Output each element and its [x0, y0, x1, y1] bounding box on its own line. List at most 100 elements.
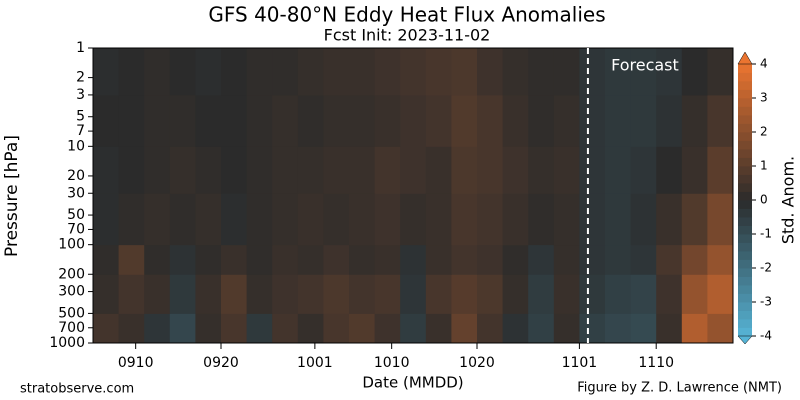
colorbar-tick-label: 2	[760, 125, 768, 139]
contour-cell	[656, 94, 683, 147]
colorbar-tick-label: -1	[760, 227, 772, 241]
contour-cell	[246, 146, 273, 194]
contour-cell	[528, 94, 555, 147]
contour-cell	[374, 193, 401, 246]
x-tick-label: 1020	[459, 355, 495, 371]
contour-cell	[451, 274, 478, 314]
contour-cell	[272, 146, 299, 194]
contour-cell	[707, 48, 734, 96]
contour-cell	[400, 274, 427, 314]
contour-cell	[528, 193, 555, 246]
contour-cell	[528, 146, 555, 194]
contour-cell	[553, 146, 580, 194]
contour-cell	[93, 313, 120, 344]
contour-cell	[400, 244, 427, 275]
y-tick-label: 70	[67, 221, 85, 237]
contour-cell	[451, 48, 478, 96]
y-tick-label: 200	[58, 266, 85, 282]
contour-cell	[374, 274, 401, 314]
colorbar-segment	[738, 157, 752, 167]
contour-cell	[502, 313, 529, 344]
contour-cell	[374, 313, 401, 344]
contour-cell	[681, 146, 708, 194]
contour-cell	[297, 48, 324, 96]
contour-cell	[221, 94, 248, 147]
contour-cell	[297, 313, 324, 344]
contour-cell	[169, 48, 196, 96]
contour-cell	[681, 94, 708, 147]
contour-cell	[681, 274, 708, 314]
contour-cell	[707, 244, 734, 275]
contour-cell	[169, 244, 196, 275]
colorbar-segment	[738, 327, 752, 337]
contour-cell	[477, 274, 504, 314]
contour-cell	[349, 146, 376, 194]
contour-cell	[477, 94, 504, 147]
colorbar-segment	[738, 319, 752, 328]
colorbar-segment	[738, 98, 752, 107]
colorbar-segment	[738, 183, 752, 192]
contour-cell	[323, 146, 350, 194]
contour-cell	[502, 146, 529, 194]
contour-cell	[374, 146, 401, 194]
contour-cell	[118, 313, 145, 344]
contour-cell	[169, 193, 196, 246]
contour-cell	[425, 146, 452, 194]
contour-cell	[528, 313, 555, 344]
contour-cell	[477, 193, 504, 246]
colorbar-segment	[738, 285, 752, 294]
contour-cell	[374, 48, 401, 96]
contour-cell	[272, 48, 299, 96]
contour-cell	[246, 313, 273, 344]
contour-cell	[349, 244, 376, 275]
contour-cell	[297, 146, 324, 194]
contour-cell	[502, 193, 529, 246]
contour-cell	[221, 193, 248, 246]
colorbar-tick-label: 1	[760, 159, 768, 173]
colorbar-segment	[738, 259, 752, 269]
contour-cell	[579, 274, 606, 314]
contour-cell	[579, 146, 606, 194]
x-tick-label: 1101	[562, 355, 598, 371]
y-tick-label: 3	[76, 87, 85, 103]
contour-cell	[451, 193, 478, 246]
chart-title: GFS 40-80°N Eddy Heat Flux Anomalies	[208, 3, 605, 27]
contour-cell	[605, 193, 632, 246]
contour-cell	[656, 193, 683, 246]
contour-cell	[605, 48, 632, 96]
contour-cell	[451, 94, 478, 147]
contour-cell	[579, 94, 606, 147]
contour-cell	[221, 313, 248, 344]
contour-cell	[400, 193, 427, 246]
colorbar-tick-label: -2	[760, 261, 772, 275]
contour-cell	[502, 94, 529, 147]
contour-cell	[93, 244, 120, 275]
contour-cell	[169, 274, 196, 314]
contour-cell	[93, 274, 120, 314]
contour-cell	[656, 146, 683, 194]
y-tick-label: 100	[58, 237, 85, 253]
contour-cell	[93, 48, 120, 96]
contour-cell	[605, 313, 632, 344]
contour-cell	[297, 244, 324, 275]
colorbar-segment	[738, 174, 752, 184]
contour-cell	[605, 94, 632, 147]
contour-cell	[118, 48, 145, 96]
contour-cell	[477, 146, 504, 194]
contour-cell	[144, 313, 171, 344]
contour-cell	[451, 313, 478, 344]
contour-cell	[656, 274, 683, 314]
contour-cell	[246, 193, 273, 246]
y-tick-label: 1000	[49, 335, 85, 351]
contour-cell	[195, 193, 222, 246]
colorbar-segment	[738, 276, 752, 286]
x-axis-label: Date (MMDD)	[362, 374, 463, 392]
contour-cell	[118, 146, 145, 194]
colorbar-segment	[738, 200, 752, 209]
contour-cell	[681, 48, 708, 96]
contour-cell	[144, 94, 171, 147]
colorbar-segment	[738, 123, 752, 133]
contour-cell	[630, 274, 657, 314]
contour-cell	[118, 244, 145, 275]
contour-cell	[553, 244, 580, 275]
